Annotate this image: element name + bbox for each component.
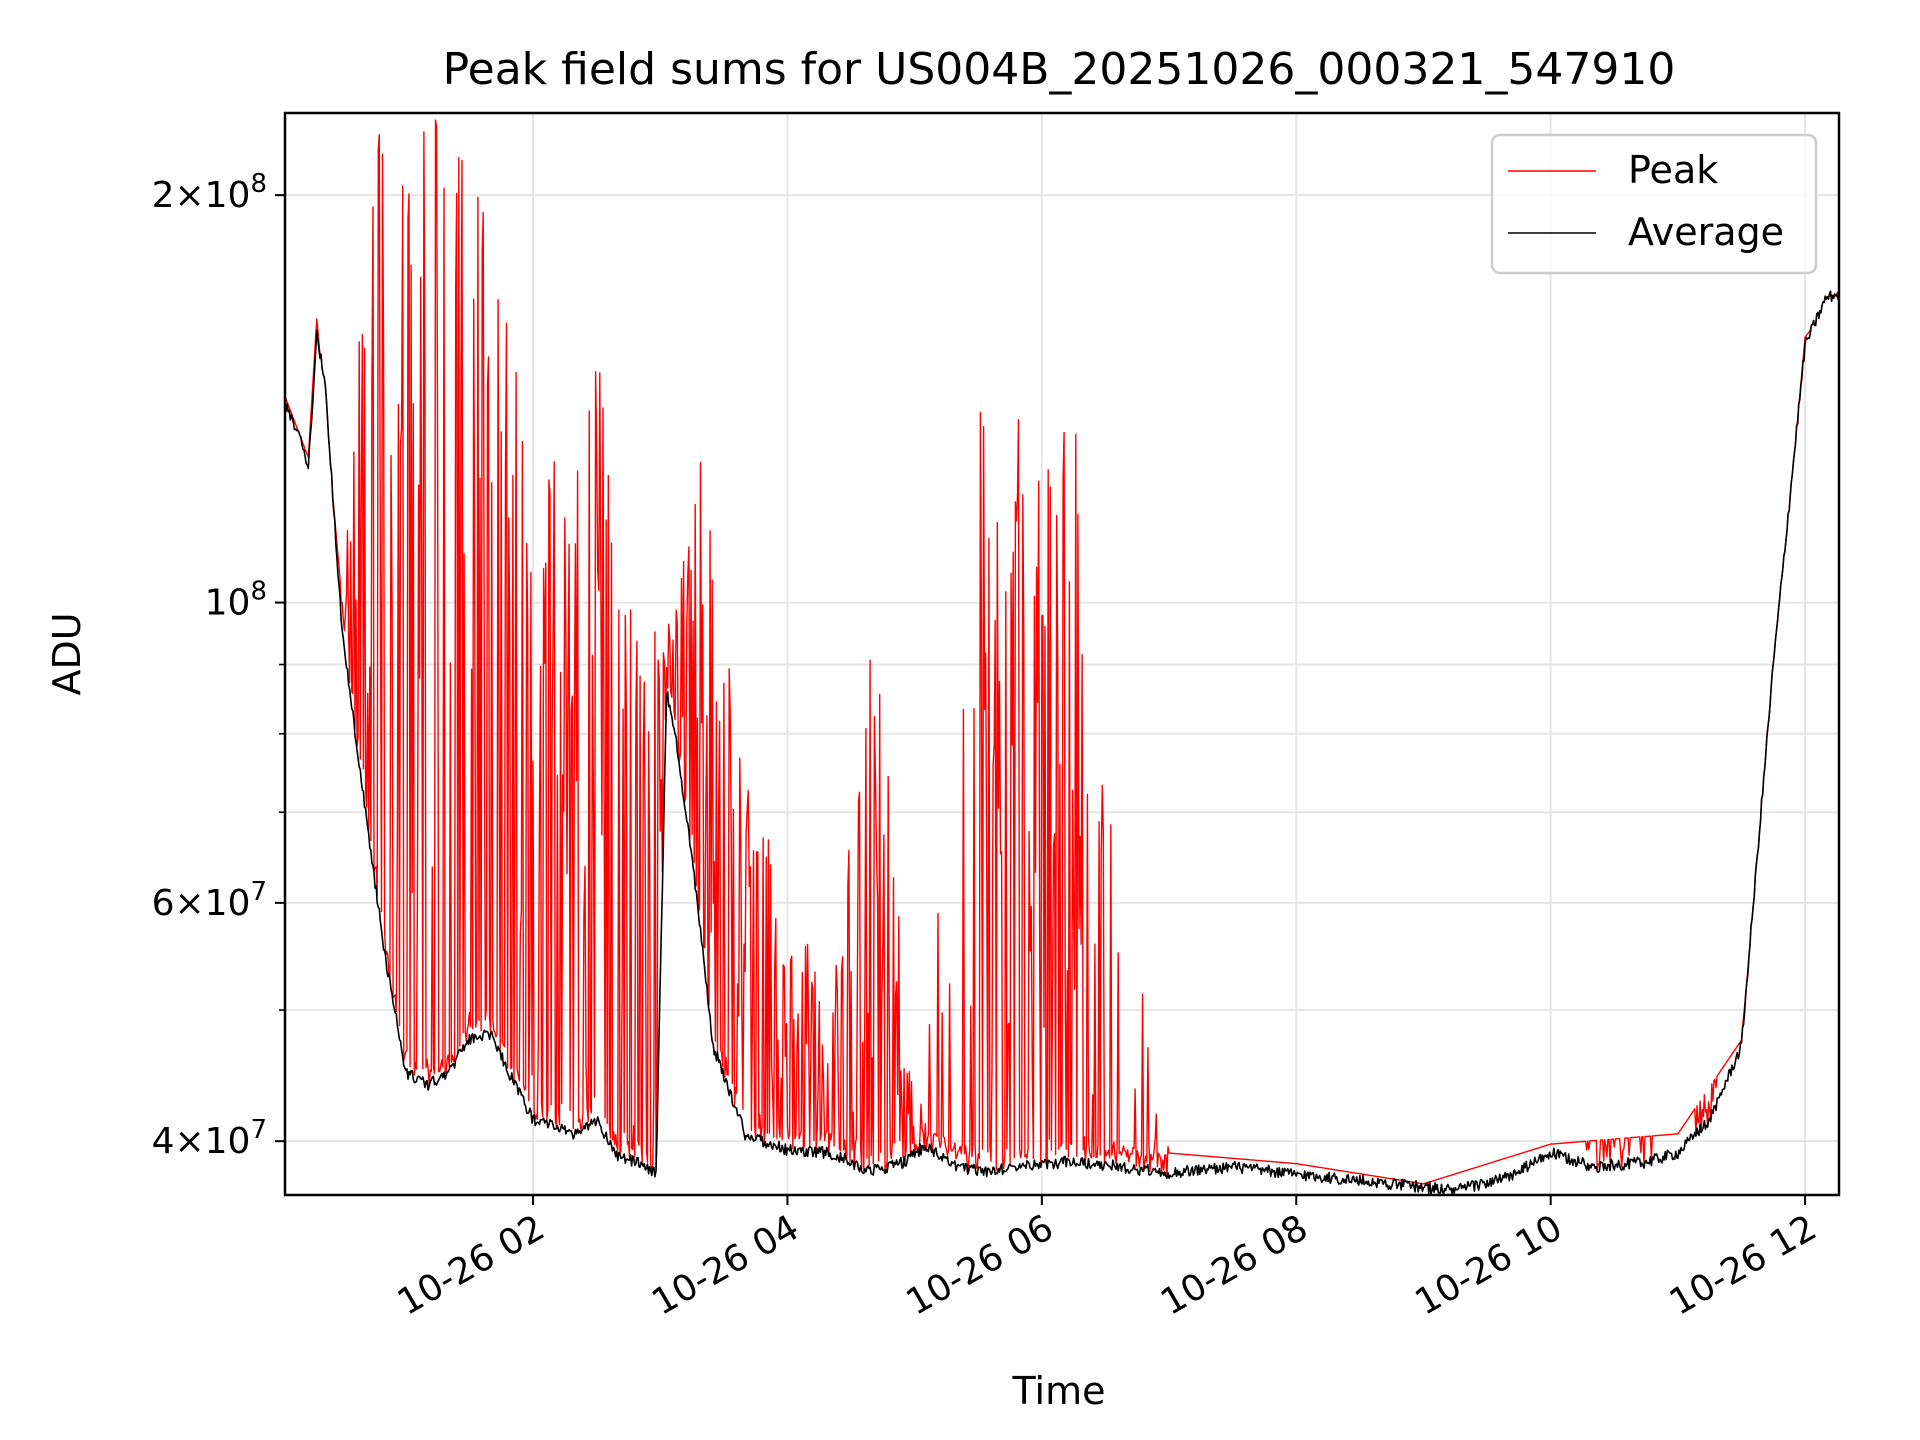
average-series-group xyxy=(284,290,1840,1195)
legend: Peak Average xyxy=(1490,133,1818,275)
legend-peak-label: Peak xyxy=(1628,148,1718,192)
legend-box xyxy=(1490,133,1818,275)
y-tick-label: 6×107 xyxy=(152,877,267,924)
chart-title: Peak field sums for US004B_20251026_0003… xyxy=(443,44,1676,95)
peak-series-line xyxy=(284,119,1840,1185)
average-series-line xyxy=(284,290,1840,1195)
y-tick-label: 4×107 xyxy=(152,1115,267,1162)
legend-average-label: Average xyxy=(1628,210,1784,254)
peak-series-group xyxy=(284,119,1840,1185)
y-tick-label: 2×108 xyxy=(152,169,267,216)
plot-area-frame xyxy=(283,111,1841,1197)
x-axis-label: Time xyxy=(1012,1369,1106,1413)
y-tick-label: 108 xyxy=(205,577,267,624)
y-axis-label: ADU xyxy=(45,612,89,695)
